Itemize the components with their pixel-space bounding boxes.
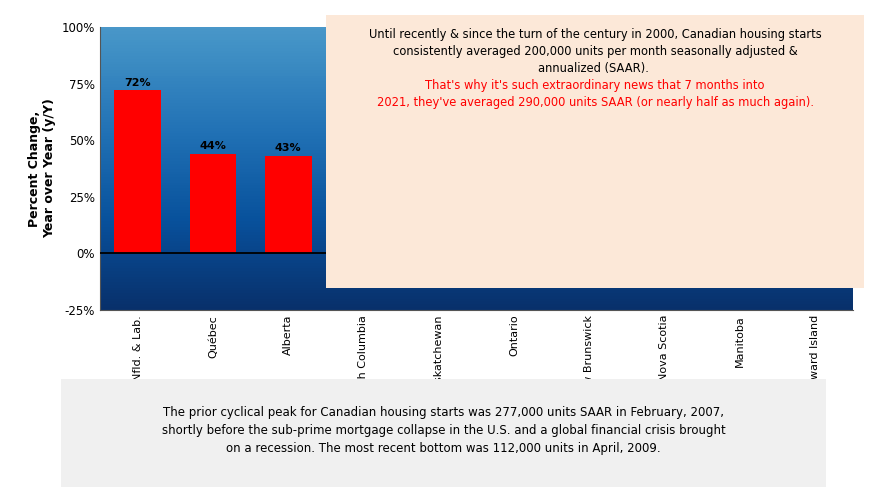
Text: 43%: 43%: [275, 143, 302, 154]
Text: 26%: 26%: [500, 182, 527, 192]
FancyBboxPatch shape: [304, 4, 869, 299]
Bar: [715, 208, 762, 253]
Bar: [490, 194, 537, 253]
Text: The prior cyclical peak for Canadian housing starts was 277,000 units SAAR in Fe: The prior cyclical peak for Canadian hou…: [162, 406, 725, 455]
Bar: [114, 91, 161, 253]
Bar: [189, 154, 236, 253]
Text: 6%: 6%: [805, 227, 824, 237]
Bar: [640, 204, 687, 253]
Y-axis label: Percent Change,
Year over Year (y/Y): Percent Change, Year over Year (y/Y): [28, 98, 56, 239]
Text: 44%: 44%: [199, 141, 226, 151]
Bar: [415, 177, 461, 253]
Bar: [340, 158, 387, 253]
Text: 34%: 34%: [425, 164, 452, 174]
Text: 20%: 20%: [726, 195, 752, 205]
Bar: [791, 240, 838, 253]
X-axis label: Provinces: Provinces: [438, 434, 514, 448]
Text: 42%: 42%: [349, 146, 376, 155]
Text: 24%: 24%: [575, 186, 602, 196]
Bar: [565, 199, 612, 253]
Text: 72%: 72%: [124, 78, 151, 88]
FancyBboxPatch shape: [38, 375, 848, 491]
Text: Until recently & since the turn of the century in 2000, Canadian housing starts
: Until recently & since the turn of the c…: [368, 29, 820, 75]
Bar: [264, 156, 311, 253]
Text: 22%: 22%: [650, 191, 677, 201]
Text: That's why it's such extraordinary news that 7 months into
2021, they've average: That's why it's such extraordinary news …: [376, 29, 813, 109]
